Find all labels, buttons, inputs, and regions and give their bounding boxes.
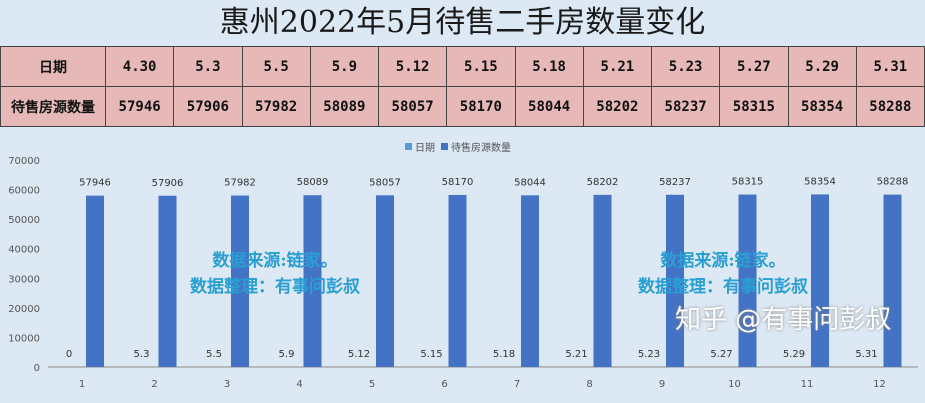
bar-chart: 0100002000030000400005000060000700001057… — [8, 141, 918, 390]
data-label: 5.12 — [348, 349, 370, 360]
page-title: 惠州2022年5月待售二手房数量变化 — [219, 5, 706, 40]
y-tick-label: 70000 — [8, 156, 40, 167]
x-tick-label: 11 — [801, 379, 814, 390]
date-cell: 5.23 — [650, 46, 721, 87]
data-label: 5.27 — [710, 349, 732, 360]
date-cell: 5.12 — [377, 46, 448, 87]
watermark-line2: 数据整理：有事问彭叔 — [638, 277, 808, 297]
y-tick-label: 40000 — [8, 245, 40, 256]
data-label: 57906 — [152, 178, 184, 189]
y-tick-label: 60000 — [8, 186, 40, 197]
x-tick-label: 4 — [296, 379, 302, 390]
bar-count — [448, 194, 467, 367]
date-cell: 5.3 — [173, 46, 243, 87]
data-label: 5.5 — [206, 349, 222, 360]
bar-count — [231, 195, 249, 367]
data-label: 58354 — [804, 176, 836, 187]
x-tick-label: 7 — [514, 379, 520, 390]
data-label: 0 — [66, 349, 72, 360]
y-tick-label: 0 — [34, 363, 40, 374]
data-label: 5.21 — [565, 349, 587, 360]
bar-count — [593, 194, 612, 367]
watermark-source-2: 数据来源:链家。 数据整理：有事问彭叔 — [598, 248, 848, 300]
watermark-line2: 数据整理：有事问彭叔 — [190, 277, 360, 297]
count-cell: 58288 — [855, 86, 925, 127]
count-cell: 57906 — [173, 86, 243, 127]
row-header: 待售房源数量 — [0, 86, 106, 127]
x-tick-label: 6 — [441, 379, 447, 390]
watermark-line1: 数据来源:链家。 — [660, 251, 786, 271]
count-cell: 57946 — [104, 86, 175, 127]
x-tick-label: 2 — [151, 379, 157, 390]
data-label: 5.3 — [134, 349, 150, 360]
date-cell: 5.18 — [514, 46, 584, 87]
x-tick-label: 10 — [728, 379, 741, 390]
data-label: 5.9 — [279, 349, 295, 360]
bar-count — [883, 194, 902, 367]
bar-count — [303, 195, 322, 367]
count-cell: 58170 — [446, 86, 516, 127]
watermark-source: 数据来源:链家。 数据整理：有事问彭叔 — [150, 248, 400, 300]
data-label: 58237 — [659, 177, 691, 188]
date-cell: 5.21 — [582, 46, 653, 87]
x-tick-label: 8 — [586, 379, 592, 390]
zhihu-watermark: 知乎 @有事问彭叔 — [675, 305, 892, 335]
data-label: 58288 — [877, 177, 909, 188]
data-label: 57946 — [79, 178, 111, 189]
y-tick-label: 20000 — [8, 304, 40, 315]
legend-label: 待售房源数量 — [451, 141, 511, 154]
legend-swatch — [441, 143, 448, 150]
count-cell: 58202 — [582, 86, 653, 127]
count-cell: 58057 — [377, 86, 448, 127]
data-label: 5.18 — [493, 349, 515, 360]
date-cell: 5.31 — [855, 46, 925, 87]
table-row-dates: 日期 4.30 5.3 5.5 5.9 5.12 5.15 5.18 5.21 5.23 5.27 5… — [0, 46, 925, 87]
y-tick-label: 30000 — [8, 274, 40, 285]
data-label: 58057 — [369, 177, 401, 188]
watermark-line1: 数据来源:链家。 — [212, 251, 338, 271]
bar-count — [86, 195, 104, 367]
data-label: 58202 — [587, 177, 619, 188]
data-label: 57982 — [224, 178, 256, 189]
date-cell: 5.27 — [719, 46, 789, 87]
x-tick-label: 12 — [873, 379, 886, 390]
legend-swatch — [405, 143, 412, 150]
date-cell: 5.5 — [241, 46, 311, 87]
date-cell: 5.9 — [309, 46, 380, 87]
bar-count — [738, 194, 757, 367]
x-tick-label: 5 — [369, 379, 375, 390]
x-tick-label: 3 — [224, 379, 230, 390]
y-tick-label: 10000 — [8, 333, 40, 344]
data-label: 5.15 — [420, 349, 442, 360]
bar-count — [666, 194, 684, 367]
row-header: 日期 — [0, 46, 106, 87]
y-tick-label: 50000 — [8, 215, 40, 226]
bar-count — [376, 195, 394, 367]
x-tick-label: 1 — [79, 379, 85, 390]
date-cell: 5.29 — [787, 46, 857, 87]
table-row-counts: 待售房源数量 57946 57906 57982 58089 58057 58170 5804… — [0, 86, 925, 127]
bar-count — [158, 195, 177, 367]
count-cell: 57982 — [241, 86, 311, 127]
x-tick-label: 9 — [659, 379, 665, 390]
data-label: 58170 — [442, 177, 474, 188]
bar-count — [521, 195, 539, 367]
count-cell: 58044 — [514, 86, 584, 127]
bar-count — [811, 194, 829, 367]
count-cell: 58237 — [650, 86, 721, 127]
data-label: 58315 — [732, 177, 764, 188]
data-label: 5.31 — [855, 349, 877, 360]
data-table: 日期 4.30 5.3 5.5 5.9 5.12 5.15 5.18 5.21 5.23 5.27 5… — [0, 46, 925, 127]
count-cell: 58089 — [309, 86, 380, 127]
data-label: 5.29 — [783, 349, 805, 360]
legend-label: 日期 — [415, 142, 435, 154]
data-label: 58044 — [514, 177, 546, 188]
date-cell: 5.15 — [446, 46, 516, 87]
count-cell: 58354 — [787, 86, 857, 127]
date-cell: 4.30 — [104, 46, 175, 87]
count-cell: 58315 — [719, 86, 789, 127]
data-label: 5.23 — [638, 349, 660, 360]
data-label: 58089 — [297, 177, 329, 188]
